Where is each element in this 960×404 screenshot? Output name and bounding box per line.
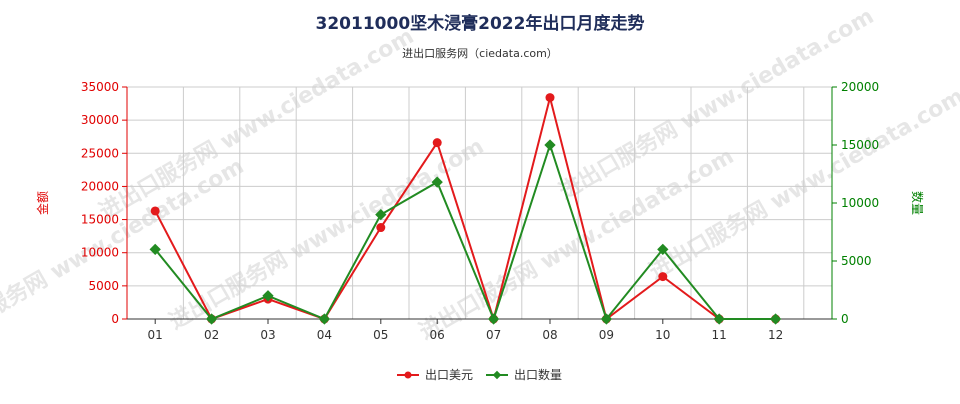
x-axis-tick-label: 01 (148, 328, 163, 342)
data-point-value (376, 223, 386, 233)
x-axis-tick-label: 11 (712, 328, 727, 342)
right-axis-tick-label: 0 (841, 312, 849, 326)
legend-label-qty: 出口数量 (514, 367, 562, 382)
x-axis-tick-label: 10 (655, 328, 670, 342)
chart-subtitle: 进出口服务网（ciedata.com） (402, 46, 558, 60)
x-axis-tick-label: 03 (260, 328, 275, 342)
x-axis-tick-label: 04 (317, 328, 332, 342)
left-axis-tick-label: 35000 (81, 80, 119, 94)
legend-label-value: 出口美元 (425, 368, 473, 382)
left-axis-tick-label: 0 (111, 312, 119, 326)
x-axis-tick-label: 09 (599, 328, 614, 342)
data-point-qty (487, 313, 500, 325)
right-axis-tick-label: 10000 (841, 196, 879, 210)
right-axis-tick-label: 15000 (841, 138, 879, 152)
data-point-qty (318, 313, 331, 325)
data-point-qty (262, 290, 274, 302)
legend-swatch-qty-marker (492, 370, 502, 380)
data-point-qty (375, 208, 387, 221)
legend[interactable]: 出口美元 出口数量 (397, 367, 562, 382)
data-point-qty (149, 243, 161, 256)
x-axis-tick-label: 07 (486, 328, 501, 342)
data-point-qty (769, 313, 782, 325)
left-axis-title: 金额 (35, 191, 50, 215)
data-point-qty (544, 139, 556, 151)
left-axis-tick-label: 5000 (88, 279, 119, 293)
data-point-qty (657, 243, 669, 256)
data-point-qty (431, 176, 443, 188)
data-point-qty (600, 313, 613, 325)
x-axis-tick-label: 02 (204, 328, 219, 342)
x-axis-tick-label: 12 (768, 328, 783, 342)
series-line-value (154, 97, 776, 323)
data-point-qty (713, 313, 725, 325)
left-axis-tick-label: 10000 (81, 246, 119, 260)
chart-title: 32011000坚木浸膏2022年出口月度走势 (316, 13, 645, 34)
axes: 0 5000 10000 15000 20000 25000 30000 35000 0 5000… (81, 80, 879, 342)
legend-swatch-value-marker (404, 371, 412, 379)
data-point-value (545, 93, 555, 103)
right-axis-tick-label: 5000 (841, 254, 872, 268)
data-point-value (150, 206, 160, 216)
x-axis-tick-label: 08 (542, 328, 557, 342)
series-layer (149, 93, 782, 325)
x-axis-tick-label: 06 (430, 328, 445, 342)
watermark-text: 进出口服务网 www.ciedata.com (165, 134, 488, 335)
left-axis-tick-label: 30000 (81, 113, 119, 127)
data-point-value (658, 272, 668, 282)
series-line-qty (154, 141, 776, 322)
legend-item-qty[interactable]: 出口数量 (486, 367, 562, 382)
left-axis-tick-label: 20000 (81, 179, 119, 193)
data-point-value (432, 138, 442, 148)
left-axis-tick-label: 25000 (81, 146, 119, 160)
left-axis-tick-label: 15000 (81, 213, 119, 227)
legend-item-value[interactable]: 出口美元 (397, 368, 473, 382)
watermark-text: 进出口服务网 www.ciedata.com (0, 154, 248, 355)
right-axis-title: 数量 (910, 191, 925, 215)
right-axis-tick-label: 20000 (841, 80, 879, 94)
data-point-qty (205, 313, 218, 325)
x-axis-tick-label: 05 (373, 328, 388, 342)
